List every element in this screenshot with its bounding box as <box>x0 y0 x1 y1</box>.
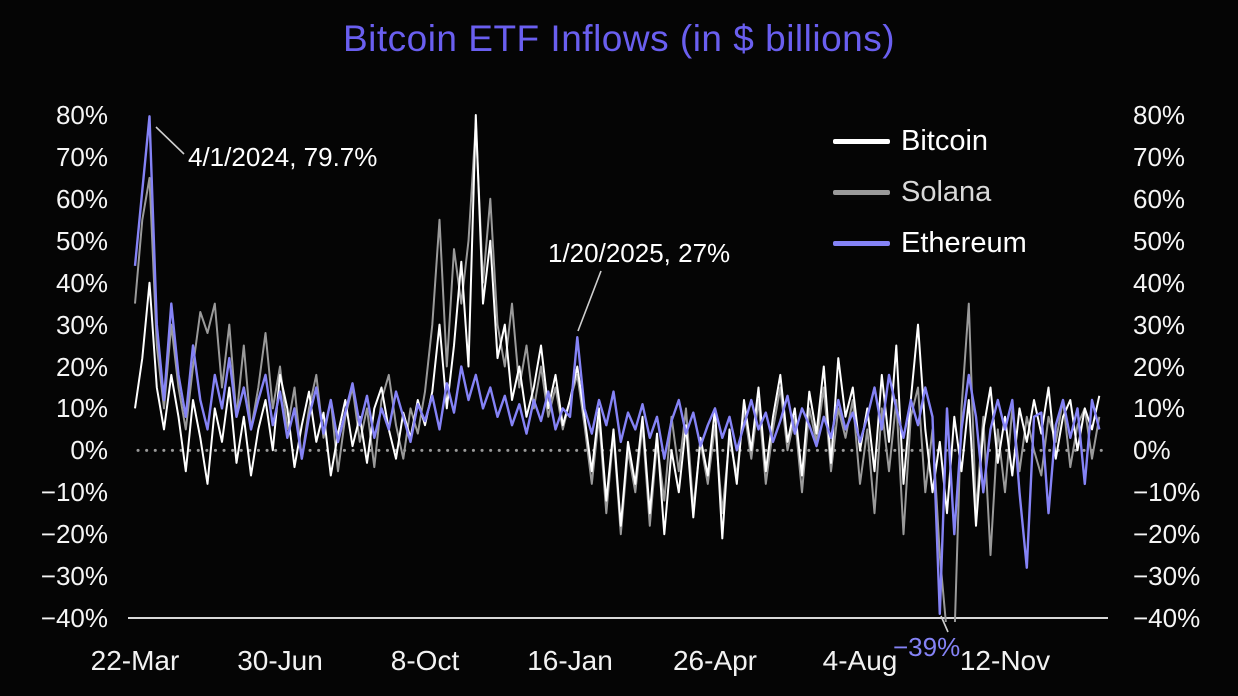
annotation-label-1: 1/20/2025, 27% <box>548 238 731 268</box>
y-tick-label-right: 30% <box>1133 310 1186 340</box>
y-tick-label-right: 0% <box>1133 435 1171 465</box>
y-tick-label-left: −40% <box>40 603 108 633</box>
y-tick-label-left: −30% <box>40 561 108 591</box>
legend-item-solana: Solana <box>833 167 1027 218</box>
y-tick-label-left: 50% <box>55 226 108 256</box>
y-tick-label-right: −10% <box>1133 477 1201 507</box>
legend-label-bitcoin: Bitcoin <box>901 125 989 157</box>
x-tick-label: 30-Jun <box>237 645 323 676</box>
bitcoin-line-swatch <box>833 139 890 144</box>
annotation-connector <box>940 615 949 633</box>
legend-item-bitcoin: Bitcoin <box>833 116 1027 167</box>
x-tick-label: 4-Aug <box>822 645 898 676</box>
y-tick-label-left: 10% <box>55 393 108 423</box>
chart-title: Bitcoin ETF Inflows (in $ billions) <box>342 18 896 59</box>
y-tick-label-right: 80% <box>1133 100 1186 130</box>
y-tick-label-left: −10% <box>40 477 108 507</box>
y-tick-label-right: −40% <box>1133 603 1201 633</box>
y-tick-label-right: 70% <box>1133 142 1186 172</box>
y-tick-label-left: 0% <box>70 435 108 465</box>
y-tick-label-right: 10% <box>1133 393 1186 423</box>
annotation-connector <box>155 126 185 155</box>
x-tick-label: 16-Jan <box>527 645 613 676</box>
bitcoin-series-line <box>134 114 1101 540</box>
y-tick-label-left: 30% <box>55 310 108 340</box>
y-tick-label-right: 50% <box>1133 226 1186 256</box>
y-tick-label-left: −20% <box>40 519 108 549</box>
legend-label-ethereum: Ethereum <box>901 227 1027 259</box>
y-tick-label-right: 40% <box>1133 268 1186 298</box>
y-tick-label-right: 60% <box>1133 184 1186 214</box>
ethereum-series-line <box>133 115 1101 615</box>
annotation-connector <box>577 270 602 332</box>
y-tick-label-left: 60% <box>55 184 108 214</box>
x-tick-label: 26-Apr <box>672 645 758 676</box>
legend-label-solana: Solana <box>901 176 992 208</box>
x-tick-label: 12-Nov <box>959 645 1051 676</box>
y-tick-label-left: 40% <box>55 268 108 298</box>
y-tick-label-right: 20% <box>1133 352 1186 382</box>
y-tick-label-left: 70% <box>55 142 108 172</box>
annotation-label-0: 4/1/2024, 79.7% <box>188 142 378 172</box>
annotation-label-2: −39% <box>893 632 961 662</box>
legend-item-ethereum: Ethereum <box>833 218 1027 269</box>
ethereum-line-swatch <box>833 241 890 246</box>
y-tick-label-right: −30% <box>1133 561 1201 591</box>
y-tick-label-left: 80% <box>55 100 108 130</box>
solana-line-swatch <box>833 190 890 195</box>
y-tick-label-right: −20% <box>1133 519 1201 549</box>
x-tick-label: 22-Mar <box>90 645 180 676</box>
legend: Bitcoin Solana Ethereum <box>833 116 1027 269</box>
y-tick-label-left: 20% <box>55 352 108 382</box>
x-tick-label: 8-Oct <box>390 645 460 676</box>
